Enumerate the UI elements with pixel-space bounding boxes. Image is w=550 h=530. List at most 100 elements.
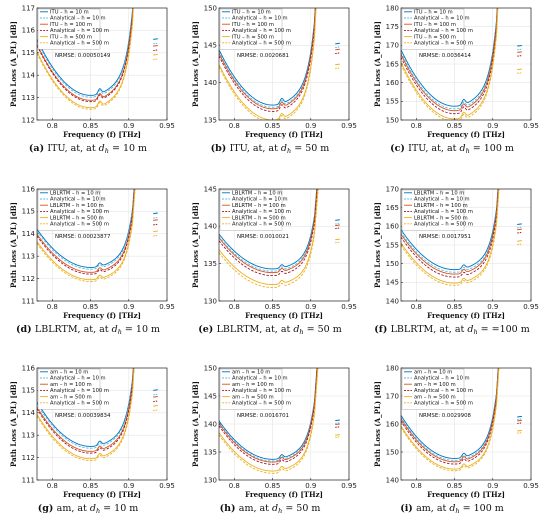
series-line-6 xyxy=(219,189,319,289)
legend-entry: ITU – h = 100 m xyxy=(414,22,456,28)
caption-text: ITU, at, at xyxy=(230,143,281,154)
series-point-1 xyxy=(335,419,340,422)
legend-entry: Analytical – h = 100 m xyxy=(232,209,291,215)
caption-label: (a) xyxy=(29,143,47,154)
legend-entry: ITU – h = 500 m xyxy=(232,34,274,40)
y-axis-label: Path Loss (A_PL) [dB] xyxy=(191,21,200,107)
legend-entry: Analytical – h = 10 m xyxy=(232,376,288,382)
x-tick-label: 0.95 xyxy=(159,122,175,130)
caption-text: LBLRTM, at, at xyxy=(35,324,112,335)
series-line-2 xyxy=(401,189,499,273)
legend-entry: LBLRTM – h = 100 m xyxy=(414,203,468,209)
series-point-4 xyxy=(153,49,158,52)
y-axis-label: Path Loss (A_PL) [dB] xyxy=(9,202,18,288)
subplot-c: 0.8 0.85 0.9 0.95 150 155 160 165 170 175 180 Frequ… xyxy=(373,4,539,155)
caption-label: (d) xyxy=(16,324,35,335)
caption-text: ITU, at, at xyxy=(408,143,459,154)
nrmse-label: NRMSE: 0.00039834 xyxy=(55,413,111,419)
y-tick-label: 150 xyxy=(386,448,399,456)
series-line-6 xyxy=(219,368,319,474)
y-tick-label: 112 xyxy=(22,116,35,124)
legend-entry: am – h = 10 m xyxy=(414,370,452,376)
caption-label: (b) xyxy=(211,143,230,154)
x-axis-label: Frequency (f) [THz] xyxy=(63,130,141,139)
y-axis-label: Path Loss (A_PL) [dB] xyxy=(191,202,200,288)
caption-symbol: d xyxy=(467,324,473,335)
series-line-6 xyxy=(37,189,136,282)
caption-symbol: d xyxy=(90,503,96,514)
subplot-caption: (f) LBLRTM, at, at dh = =100 m xyxy=(374,324,530,336)
y-tick-label: 180 xyxy=(386,364,399,372)
y-tick-label: 165 xyxy=(386,60,399,68)
legend-entry: Analytical – h = 100 m xyxy=(414,388,473,394)
caption-distance: = 100 m xyxy=(470,143,514,154)
y-axis-label: Path Loss (A_PL) [dB] xyxy=(373,381,382,467)
series-line-5 xyxy=(37,189,136,281)
y-tick-label: 150 xyxy=(204,364,217,372)
y-tick-label: 155 xyxy=(386,98,399,106)
y-tick-label: 114 xyxy=(22,230,36,238)
legend-entry: ITU – h = 100 m xyxy=(232,22,274,28)
series-line-6 xyxy=(37,368,135,461)
series-point-1 xyxy=(517,44,522,47)
y-tick-label: 111 xyxy=(22,476,35,484)
axes-box xyxy=(218,188,350,302)
x-tick-label: 0.9 xyxy=(305,303,316,311)
x-axis-label: Frequency (f) [THz] xyxy=(245,311,323,320)
nrmse-label: NRMSE: 0.0029908 xyxy=(419,413,472,419)
series-point-2 xyxy=(153,393,158,396)
series-line-1 xyxy=(401,368,499,459)
series-point-4 xyxy=(517,422,522,424)
x-tick-label: 0.85 xyxy=(447,303,463,311)
legend-box xyxy=(37,189,101,231)
caption-symbol: d xyxy=(293,324,299,335)
y-tick-label: 113 xyxy=(22,253,35,261)
y-tick-label: 165 xyxy=(386,204,399,212)
nrmse-label: NRMSE: 0.0017951 xyxy=(419,234,471,240)
series-line-3 xyxy=(219,368,318,463)
series-point-2 xyxy=(517,48,522,51)
series-line-4 xyxy=(219,189,318,277)
series-point-3 xyxy=(153,44,158,47)
series-line-1 xyxy=(219,368,318,460)
legend-entry: LBLRTM – h = 100 m xyxy=(232,203,286,209)
caption-text: LBLRTM, at, at xyxy=(217,324,294,335)
subplot-caption: (g) am, at dh = 10 m xyxy=(38,503,139,515)
legend-entry: Analytical – h = 10 m xyxy=(50,197,106,203)
y-tick-label: 150 xyxy=(204,4,217,12)
legend-entry: Analytical – h = 500 m xyxy=(414,401,473,407)
y-axis-label: Path Loss (A_PL) [dB] xyxy=(373,21,382,107)
x-tick-label: 0.85 xyxy=(83,303,99,311)
series-line-3 xyxy=(401,8,498,112)
legend-entry: Analytical – h = 10 m xyxy=(414,376,470,382)
legend-entry: am – h = 500 m xyxy=(50,394,92,400)
series-point-6 xyxy=(517,432,522,434)
legend-entry: Analytical – h = 500 m xyxy=(232,401,291,407)
series-point-4 xyxy=(335,426,340,428)
series-point-3 xyxy=(153,219,158,221)
caption-text: ITU, at, at xyxy=(47,143,98,154)
caption-subscript: h xyxy=(287,147,291,155)
y-axis-label: Path Loss (A_PL) [dB] xyxy=(373,202,382,288)
series-line-2 xyxy=(219,189,318,272)
legend-entry: Analytical – h = 10 m xyxy=(414,16,470,22)
legend-entry: Analytical – h = 100 m xyxy=(232,28,291,34)
series-line-4 xyxy=(219,368,318,465)
series-point-3 xyxy=(153,396,158,398)
legend-entry: am – h = 100 m xyxy=(232,382,274,388)
legend-entry: Analytical – h = 500 m xyxy=(232,222,291,228)
nrmse-label: NRMSE: 0.00023877 xyxy=(55,234,110,240)
series-point-3 xyxy=(335,224,340,227)
series-line-3 xyxy=(37,189,135,273)
series-line-5 xyxy=(401,189,500,284)
y-tick-label: 140 xyxy=(204,223,217,231)
subplot-e: 0.8 0.85 0.9 0.95 130 135 140 145 Frequency (f) … xyxy=(191,185,357,336)
x-tick-label: 0.85 xyxy=(447,482,463,490)
y-tick-label: 170 xyxy=(386,185,399,193)
caption-distance: = 50 m xyxy=(304,324,342,335)
caption-label: (c) xyxy=(390,143,408,154)
subplot-caption: (a) ITU, at, at dh = 10 m xyxy=(29,143,147,155)
